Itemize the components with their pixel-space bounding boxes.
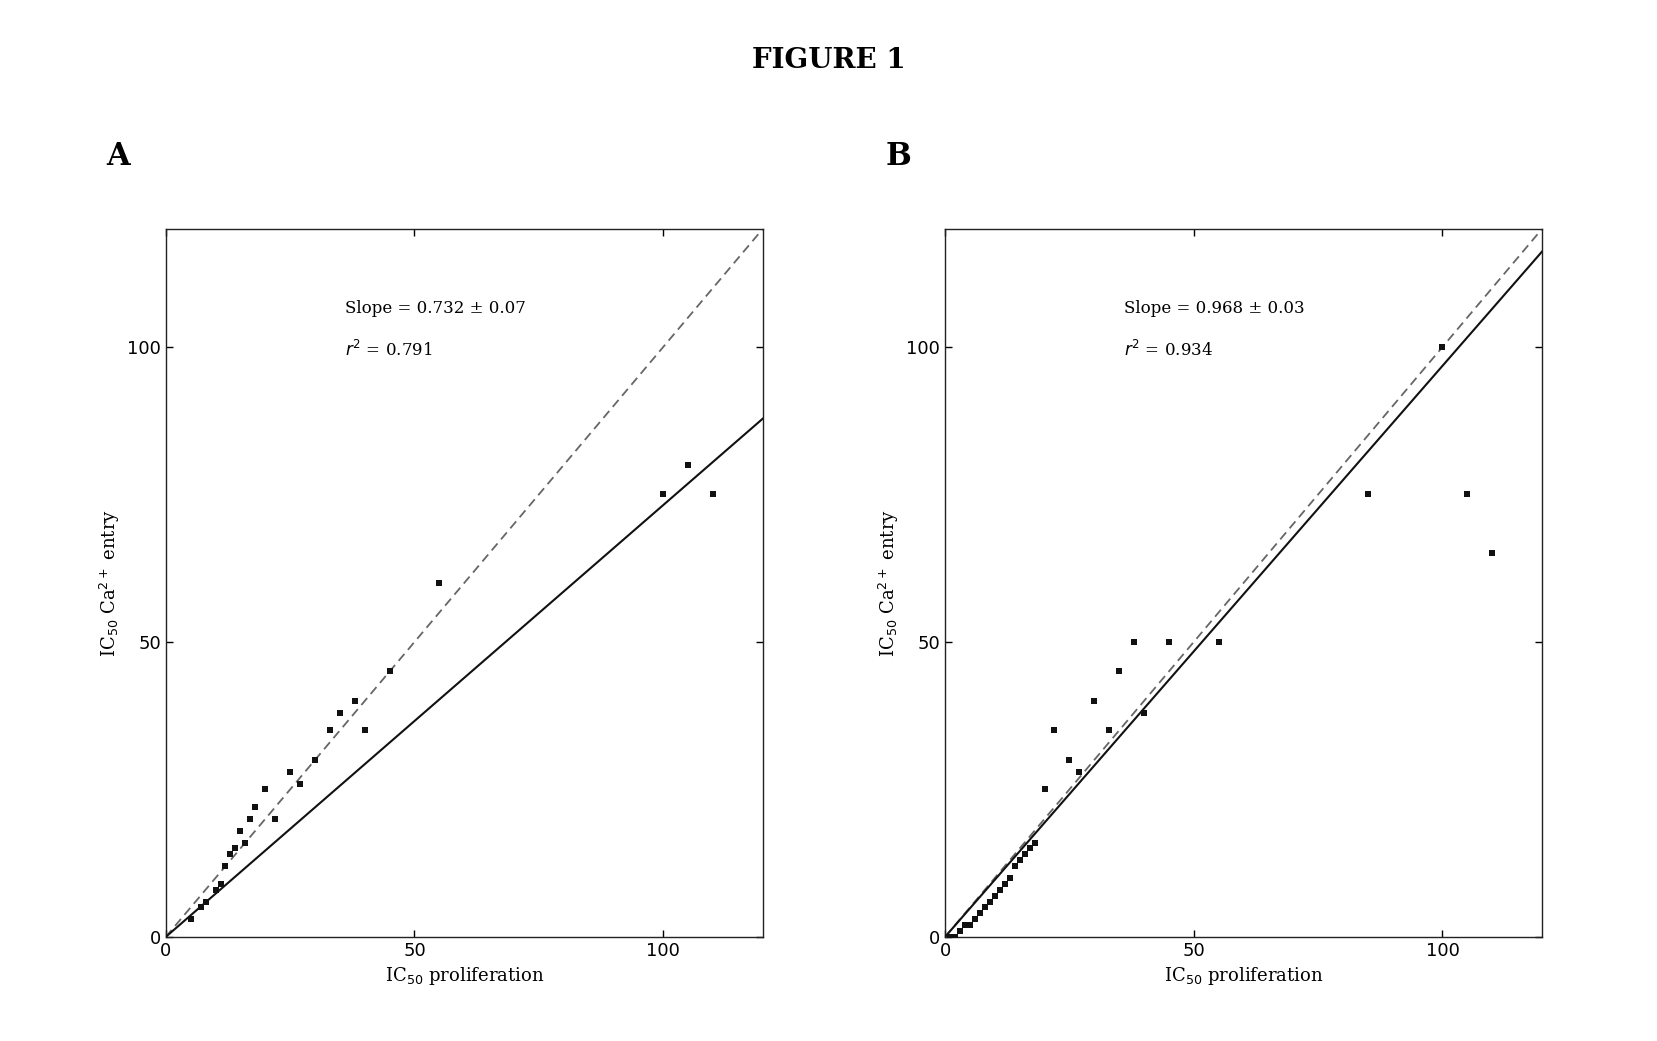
Point (956, 917, 983, 934)
Point (351, 722, 378, 739)
Point (252, 781, 278, 797)
Point (1130, 705, 1157, 721)
Point (981, 887, 1007, 904)
Point (212, 858, 239, 874)
Point (232, 834, 258, 850)
Point (946, 922, 973, 939)
Point (1155, 634, 1181, 651)
Point (1105, 663, 1132, 680)
Point (966, 905, 993, 921)
Point (277, 763, 303, 780)
Point (192, 893, 219, 910)
Point (1205, 634, 1231, 651)
Point (996, 869, 1022, 886)
Point (1056, 752, 1082, 768)
Point (1011, 846, 1037, 863)
Text: A: A (106, 142, 129, 173)
Point (961, 911, 988, 928)
Point (426, 575, 452, 591)
Point (971, 899, 998, 916)
Text: Slope = 0.732 ± 0.07

$r^2$ = 0.791: Slope = 0.732 ± 0.07 $r^2$ = 0.791 (345, 300, 525, 360)
Point (951, 917, 978, 934)
Point (1354, 486, 1380, 503)
Point (941, 929, 968, 945)
Point (1065, 763, 1092, 780)
Point (991, 875, 1017, 892)
Y-axis label: IC$_{50}$ Ca$^{2+}$ entry: IC$_{50}$ Ca$^{2+}$ entry (98, 509, 121, 657)
Point (650, 486, 676, 503)
X-axis label: IC$_{50}$ proliferation: IC$_{50}$ proliferation (384, 965, 543, 987)
Point (242, 798, 268, 815)
Point (187, 899, 214, 916)
Point (674, 457, 701, 474)
Point (341, 692, 368, 709)
Point (1016, 840, 1042, 857)
Y-axis label: IC$_{50}$ Ca$^{2+}$ entry: IC$_{50}$ Ca$^{2+}$ entry (877, 509, 900, 657)
Point (1120, 634, 1147, 651)
Point (262, 811, 288, 828)
Point (936, 929, 963, 945)
Point (1095, 722, 1122, 739)
Text: Slope = 0.968 ± 0.03

$r^2$ = 0.934: Slope = 0.968 ± 0.03 $r^2$ = 0.934 (1123, 300, 1304, 360)
Point (326, 705, 353, 721)
Point (976, 893, 1002, 910)
Point (237, 811, 263, 828)
Point (1021, 834, 1047, 850)
Point (1478, 545, 1505, 562)
Point (227, 822, 254, 839)
Point (222, 840, 249, 857)
Point (1001, 858, 1027, 874)
Point (376, 663, 403, 680)
Point (1080, 692, 1107, 709)
Point (1428, 338, 1455, 355)
Point (207, 875, 234, 892)
Point (986, 882, 1012, 898)
Point (202, 882, 229, 898)
Point (217, 846, 244, 863)
Point (316, 722, 343, 739)
Text: B: B (885, 142, 911, 173)
Point (1006, 852, 1032, 868)
Point (1031, 781, 1057, 797)
Text: FIGURE 1: FIGURE 1 (752, 47, 905, 74)
Point (1453, 486, 1480, 503)
Point (287, 776, 313, 792)
Point (302, 752, 328, 768)
Point (177, 911, 204, 928)
Point (1041, 722, 1067, 739)
Point (699, 486, 726, 503)
X-axis label: IC$_{50}$ proliferation: IC$_{50}$ proliferation (1163, 965, 1322, 987)
